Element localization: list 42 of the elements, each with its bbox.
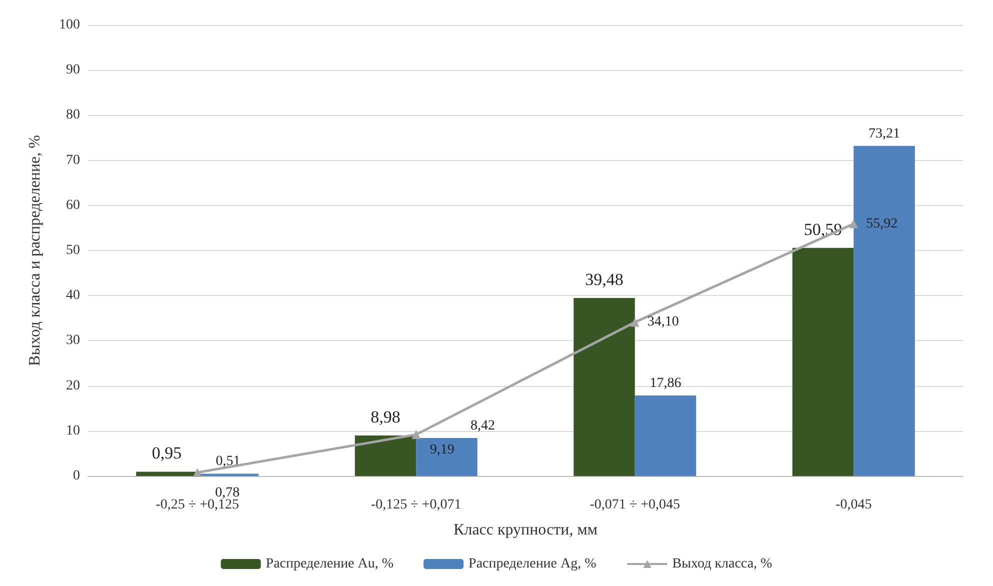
point [849,219,858,228]
bar [634,395,696,476]
y-tick-label: 80 [66,108,80,123]
y-tick-label: 100 [59,18,80,32]
y-axis-title: Выход класса и распределение, % [26,135,44,366]
bar [354,436,416,476]
data-label: 0,51 [216,454,240,470]
point [192,468,202,477]
data-label: 55,92 [866,216,898,232]
y-tick-label: 40 [66,288,80,304]
y-tick-label: 70 [66,152,80,168]
bar [792,248,854,476]
legend-label: Выход класса, % [672,556,773,572]
y-tick-label: 50 [66,243,80,258]
legend-label: Распределение Au, % [266,556,394,572]
data-label: 39,48 [585,270,624,289]
data-label: 34,10 [647,314,679,330]
x-tick-label: -0,071 ÷ +0,045 [590,498,680,512]
legend-label: Распределение Ag, % [468,556,597,572]
y-tick-label: 90 [66,62,80,78]
y-tick-label: 10 [66,423,80,438]
bar [574,298,635,476]
data-label: 17,86 [650,376,682,391]
data-label: 8,42 [470,418,495,434]
bar [136,472,198,476]
x-tick-label: -0,125 ÷ +0,071 [371,498,462,512]
y-tick-label: 0 [73,468,80,484]
x-axis-title: Класс крупности, мм [454,522,598,538]
point [412,430,421,440]
data-label: 0,78 [215,485,240,500]
data-label: 9,19 [430,442,454,458]
x-tick-label: -0,045 [836,498,872,512]
data-label: 0,95 [152,444,182,463]
y-tick-label: 60 [66,198,80,213]
bar [416,438,478,476]
y-tick-label: 30 [66,333,80,348]
data-label: 73,21 [868,126,900,142]
data-label: 8,98 [370,408,400,426]
y-tick-label: 20 [66,378,80,394]
x-tick-label: -0,25 ÷ +0,125 [156,498,239,512]
bar [854,146,915,476]
point [630,318,640,327]
